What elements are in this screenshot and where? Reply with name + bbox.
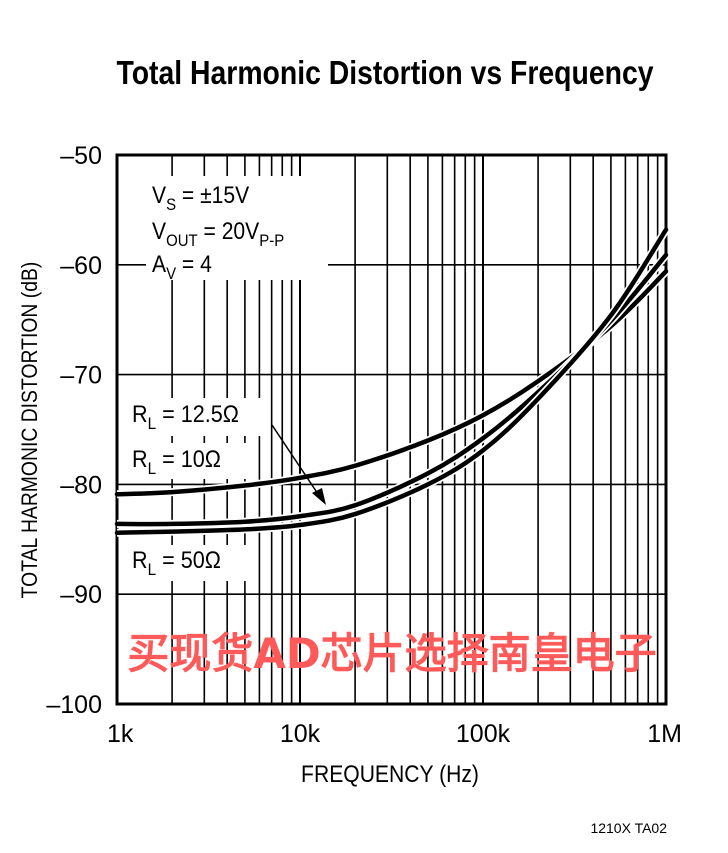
curves [114,227,670,537]
condition-vout: VOUT = 20VP-P [152,218,284,250]
legend-label-10-ohm: RL = 10Ω [132,445,221,478]
x-tick-label: 1k [107,720,134,748]
y-tick-label: –60 [60,252,102,280]
labels: VS = ±15V VOUT = 20VP-P AV = 4 RL = 12.5… [128,176,328,581]
conditions-box [146,176,328,280]
figure-id: 1210X TA02 [590,820,667,836]
x-tick-label: 10k [280,720,321,748]
chart-title: Total Harmonic Distortion vs Frequency [116,54,653,92]
condition-vs: VS = ±15V [152,182,249,214]
legend-label-50-ohm: RL = 50Ω [132,546,221,579]
y-tick-label: –80 [60,471,102,499]
y-tick-label: –90 [60,581,102,609]
annotation-arrowhead [312,488,326,505]
y-tick-label: –100 [46,691,102,719]
y-tick-label: –70 [60,362,102,390]
x-tick-label: 100k [456,720,511,748]
x-tick-label: 1M [647,720,682,748]
condition-av: AV = 4 [152,251,212,283]
legend-label-12-5-ohm: RL = 12.5Ω [132,400,239,433]
annotation-arrow [271,424,321,498]
y-tick-label: –50 [60,142,102,170]
x-axis-label: FREQUENCY (Hz) [301,761,479,788]
y-axis-label: TOTAL HARMONIC DISTORTION (dB) [18,262,42,599]
series-line-rl-50- [114,227,669,535]
plot-frame [115,153,668,706]
watermark: 买现货AD芯片选择南皇电子 [127,629,656,678]
